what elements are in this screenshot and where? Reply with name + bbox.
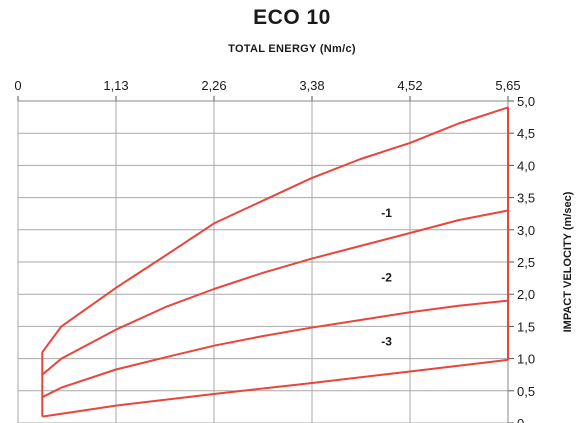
- y-tick-label: 1,5: [517, 319, 535, 334]
- y-tick-label: 4,5: [517, 126, 535, 141]
- series-label-3: -3: [381, 335, 392, 349]
- x-tick-label: 4,52: [397, 78, 422, 93]
- y-tick-label: 0: [517, 416, 524, 423]
- chart-title: ECO 10: [253, 6, 331, 29]
- series-line-2: [41, 209, 509, 376]
- series-line-3: [41, 299, 509, 399]
- x-tick-label: 2,26: [201, 78, 226, 93]
- y-tick-label: 3,0: [517, 223, 535, 238]
- chart-subtitle: TOTAL ENERGY (Nm/c): [228, 43, 356, 55]
- series-label-1: -1: [381, 206, 392, 220]
- y-tick-label: 0,5: [517, 384, 535, 399]
- x-tick-label: 0: [14, 78, 21, 93]
- y-tick-label: 4,0: [517, 158, 535, 173]
- x-tick-label: 3,38: [299, 78, 324, 93]
- y-tick-label: 2,5: [517, 255, 535, 270]
- x-tick-label: 1,13: [103, 78, 128, 93]
- y-tick-label: 3,5: [517, 191, 535, 206]
- y-tick-label: 5,0: [517, 94, 535, 109]
- series-line-4: [42, 358, 509, 418]
- y-tick-label: 1,0: [517, 352, 535, 367]
- x-tick-label: 5,65: [495, 78, 520, 93]
- y-axis-label: IMPACT VELOCITY (m/sec): [562, 191, 574, 332]
- series-line-1: [41, 106, 509, 353]
- series-label-2: -2: [381, 270, 392, 284]
- y-tick-label: 2,0: [517, 287, 535, 302]
